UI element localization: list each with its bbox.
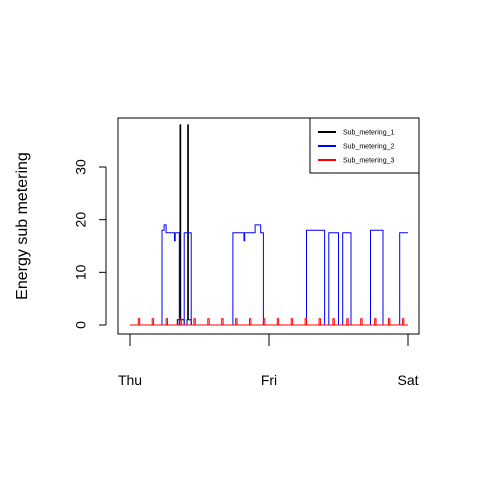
x-tick-label: Fri [261, 372, 277, 388]
legend-label-sub-metering-3: Sub_metering_3 [343, 158, 394, 165]
series-line-sub-metering-3 [130, 318, 408, 326]
x-tick-label: Sat [397, 372, 418, 388]
legend-label-sub-metering-1: Sub_metering_1 [343, 130, 394, 137]
series-line-sub-metering-2 [130, 224, 408, 326]
y-tick-label: 10 [73, 264, 89, 280]
y-tick-label: 20 [73, 212, 89, 228]
series-layer [130, 124, 408, 326]
y-tick-label: 0 [73, 321, 89, 329]
legend-label-sub-metering-2: Sub_metering_2 [343, 144, 394, 151]
y-axis-label: Energy sub metering [14, 152, 31, 300]
y-tick-label: 30 [73, 159, 89, 175]
x-tick-label: Thu [118, 372, 142, 388]
axis-layer: 0 10 20 30 Thu Fri Sat [73, 159, 419, 388]
legend: Sub_metering_1 Sub_metering_2 Sub_meteri… [309, 117, 420, 174]
